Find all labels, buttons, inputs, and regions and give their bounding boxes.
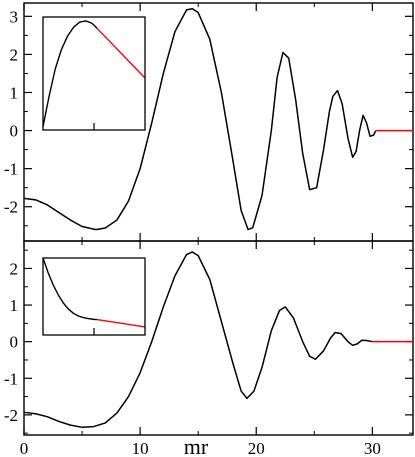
x-tick-label: 0 <box>20 439 29 457</box>
y-tick-label: 1 <box>10 83 19 102</box>
y-tick-label: -2 <box>4 406 18 425</box>
lower-x-tick-labels: 0 10 20 30 <box>20 439 381 457</box>
series-line <box>23 7 377 231</box>
lower-y-ticks <box>24 249 413 434</box>
upper-inset-frame <box>42 16 146 131</box>
x-tick-label: 30 <box>364 439 381 457</box>
lower-x-ticks <box>23 241 373 435</box>
y-tick-label: 2 <box>10 259 19 278</box>
lower-inset-frame <box>42 257 146 336</box>
lower-inset-background <box>43 258 145 335</box>
upper-inset <box>42 16 146 131</box>
y-tick-label: 1 <box>10 296 19 315</box>
y-tick-label: 3 <box>10 7 19 26</box>
inset-asymptotic-line <box>96 27 146 79</box>
lower-inset-series <box>42 257 146 328</box>
upper-inset-background <box>43 17 145 130</box>
upper-y-tick-labels: 3 2 1 0 -1 -2 <box>4 7 18 216</box>
x-axis-title: mr <box>184 434 209 457</box>
upper-x-ticks <box>23 3 373 241</box>
lower-panel: 210-1-2 0 10 20 30 mr <box>4 240 414 457</box>
inset-series-line <box>42 257 98 321</box>
inset-series-line <box>42 20 98 127</box>
x-tick-label: 20 <box>248 439 265 457</box>
inset-asymptotic-line <box>96 318 146 328</box>
y-tick-label: 2 <box>10 45 19 64</box>
upper-panel: 3 2 1 0 -1 -2 <box>4 2 414 242</box>
y-tick-label: 0 <box>10 122 19 141</box>
upper-inset-series <box>42 20 146 127</box>
y-tick-label: -2 <box>4 198 18 217</box>
upper-series <box>23 7 413 231</box>
y-tick-label: -1 <box>4 369 18 388</box>
lower-y-tick-labels: 2 1 0 -1 -2 <box>4 259 18 424</box>
lower-inset <box>42 257 146 336</box>
upper-y-ticks <box>24 15 413 227</box>
y-tick-label: 0 <box>10 333 19 352</box>
y-tick-label: -1 <box>4 160 18 179</box>
series-line <box>23 251 373 429</box>
x-tick-label: 10 <box>132 439 149 457</box>
lower-series <box>23 251 413 429</box>
lower-panel-frame <box>23 240 414 436</box>
